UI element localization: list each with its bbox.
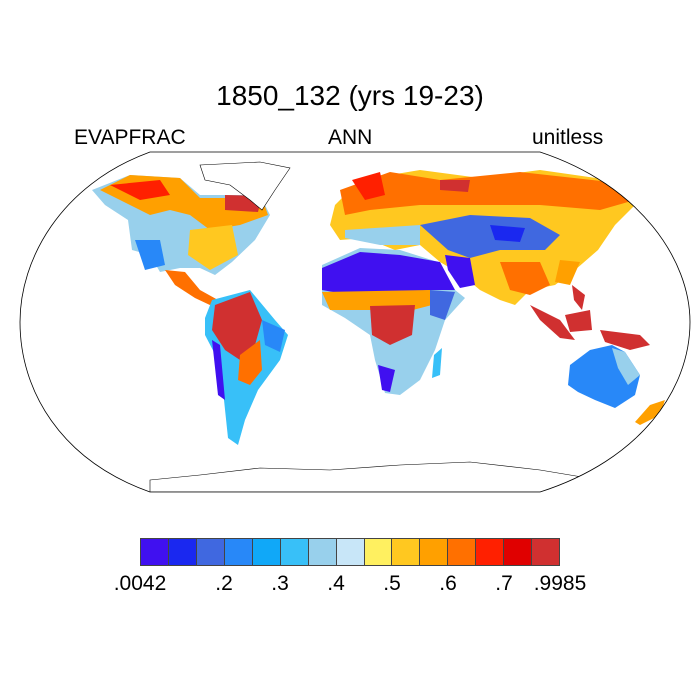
south-america-patch [212,292,262,360]
north-america-patch [188,225,238,270]
colorbar-box [168,539,197,565]
se-asia-islands [530,285,650,350]
eurasia-patch [490,225,525,242]
eurasia-patch [345,225,420,245]
africa-patch [430,290,455,320]
colorbar-box [252,539,281,565]
variable-label: EVAPFRAC [74,126,186,149]
south-america-patch [212,340,225,400]
eurasia-patch [440,180,470,192]
colorbar-tick-label: .2 [215,572,233,595]
australia-patch [612,348,640,385]
colorbar-box [308,539,337,565]
south-america-patch [238,340,262,385]
season-label: ANN [328,126,373,149]
colorbar-box [532,539,560,565]
colorbar-tick-label: .0042 [113,572,167,595]
plot-title: 1850_132 (yrs 19-23) [216,80,484,111]
colorbar-tick-label: .3 [271,572,289,595]
colorbar-tick-label: .5 [383,572,401,595]
new-zealand [635,400,665,425]
colorbar-box [336,539,365,565]
map-border [19,151,691,493]
colorbar-box [141,539,169,565]
colorbar [140,538,560,566]
colorbar-box [448,539,477,565]
colorbar-box [280,539,309,565]
colorbar-box [392,539,421,565]
colorbar-tick-label: .7 [495,572,513,595]
colorbar-box [504,539,533,565]
greenland [199,161,291,211]
africa-patch [370,305,415,345]
units-label: unitless [532,126,604,149]
madagascar [432,348,442,378]
colorbar-box [224,539,253,565]
north-america-patch [135,240,165,270]
colorbar-box [476,539,505,565]
colorbar-box [420,539,449,565]
africa-patch [378,365,395,392]
eurasia-patch [555,260,580,285]
antarctica [149,461,641,492]
north-america-patch [110,180,170,200]
colorbar-box [364,539,393,565]
colorbar-tick-label: .6 [439,572,457,595]
eurasia-patch [500,262,550,295]
eurasia-patch [445,255,475,288]
colorbar-box [196,539,225,565]
africa-patch [322,252,455,295]
south-america-patch [262,320,285,352]
colorbar-tick-label: .4 [327,572,345,595]
colorbar-tick-label: .9985 [533,572,587,595]
eurasia-patch [340,172,635,215]
eurasia-patch [352,172,385,200]
eurasia-patch [420,215,560,258]
central-america [165,270,218,306]
